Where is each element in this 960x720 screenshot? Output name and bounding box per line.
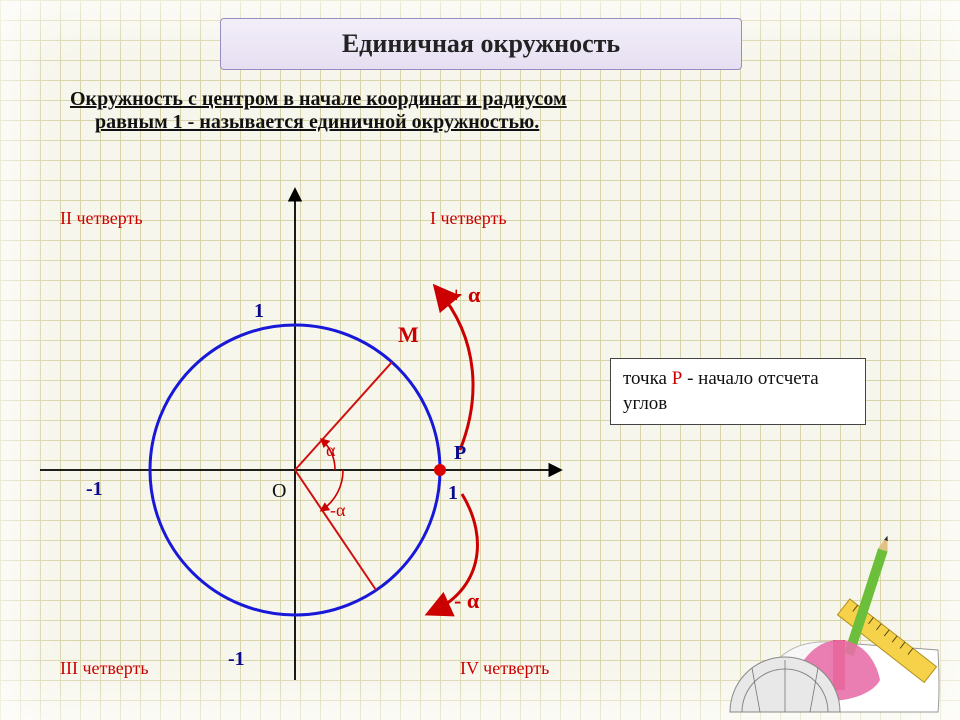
slide-stage: Единичная окружность Окружность с центро… [0,0,960,720]
decoration-svg [0,0,960,720]
